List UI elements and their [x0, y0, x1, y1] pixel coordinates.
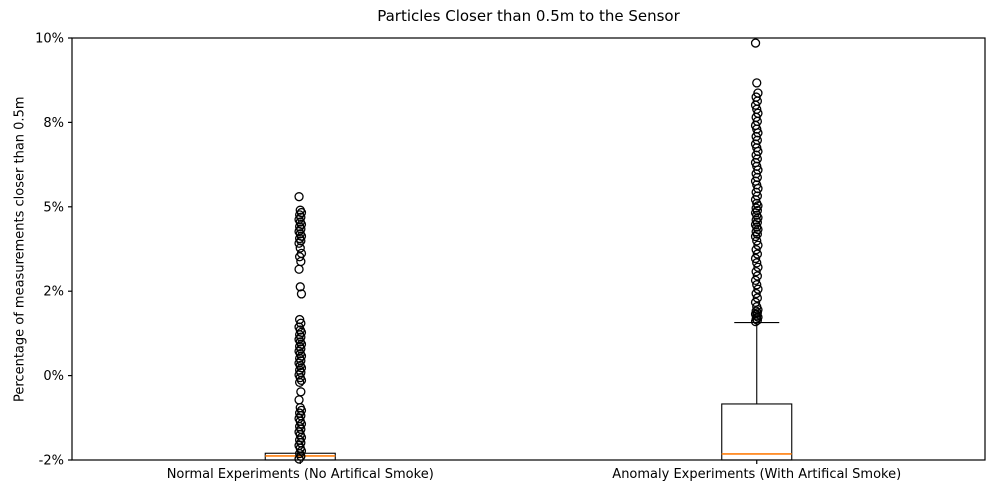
outlier-point: [752, 280, 762, 290]
outlier-point: [750, 253, 761, 264]
outlier-point: [296, 332, 306, 342]
y-tick-label: -2%: [39, 454, 64, 469]
y-tick-label: 8%: [43, 116, 64, 131]
box: [721, 403, 793, 461]
outlier-point: [294, 192, 304, 202]
x-tick-label: Anomaly Experiments (With Artifical Smok…: [612, 467, 901, 482]
outlier-point: [296, 256, 306, 267]
outlier-point: [295, 282, 305, 292]
outlier-point: [296, 432, 307, 443]
outlier-point: [296, 212, 306, 222]
outlier-point: [294, 395, 304, 405]
outlier-point: [296, 344, 306, 354]
outlier-point: [296, 419, 307, 429]
outlier-point: [750, 275, 761, 286]
outlier-point: [752, 236, 762, 246]
outlier-point: [296, 375, 307, 385]
outlier-point: [296, 224, 306, 234]
outlier-point: [294, 454, 304, 464]
outlier-point: [752, 271, 762, 281]
outlier-point: [296, 289, 307, 299]
outlier-point: [752, 229, 762, 239]
outlier-point: [296, 356, 306, 366]
outlier-point: [750, 231, 761, 242]
outlier-point: [752, 249, 762, 259]
outlier-point: [750, 100, 761, 110]
y-tick-label: 0%: [43, 369, 64, 384]
outlier-point: [752, 217, 762, 227]
outlier-point: [296, 451, 306, 461]
outlier-point: [752, 78, 762, 88]
outlier-point: [752, 258, 762, 268]
outlier-point: [753, 262, 763, 272]
outlier-point: [751, 266, 761, 277]
outlier-point: [753, 240, 763, 250]
y-tick-label: 5%: [43, 200, 64, 215]
outlier-point: [294, 377, 305, 388]
chart-title: Particles Closer than 0.5m to the Sensor: [377, 7, 680, 25]
outlier-point: [294, 238, 304, 248]
outlier-point: [752, 205, 762, 216]
outlier-point: [294, 252, 305, 262]
outlier-point: [750, 316, 761, 327]
y-tick-label: 2%: [43, 285, 64, 300]
x-tick-label: Normal Experiments (No Artifical Smoke): [167, 467, 434, 482]
outlier-point: [750, 38, 761, 48]
outlier-point: [752, 315, 762, 325]
outlier-point: [751, 245, 761, 255]
outlier-point: [295, 243, 305, 253]
outlier-point: [751, 288, 761, 299]
outlier-point: [753, 284, 763, 294]
outlier-point: [296, 387, 306, 397]
axes-frame: [71, 37, 986, 461]
outlier-point: [296, 405, 307, 416]
outlier-point: [294, 264, 304, 274]
y-tick-label: 10%: [35, 32, 64, 47]
outlier-point: [752, 293, 762, 303]
outlier-point: [296, 446, 307, 456]
outlier-point: [296, 236, 306, 246]
